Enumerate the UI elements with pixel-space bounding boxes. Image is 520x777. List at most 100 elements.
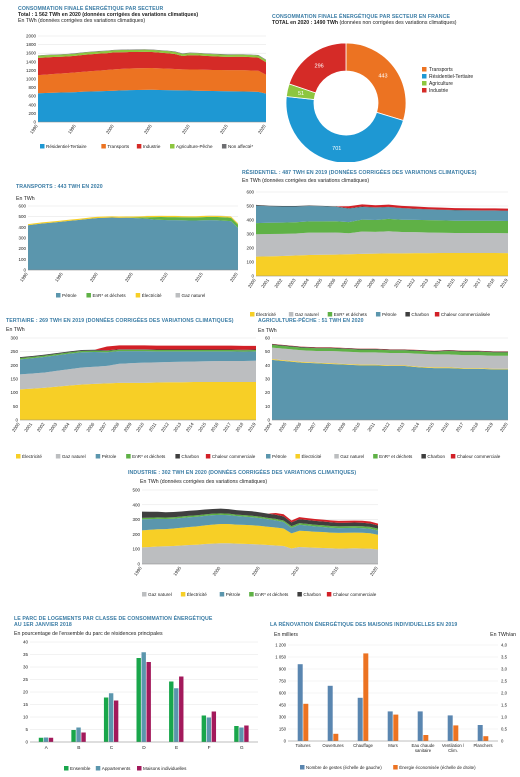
x-tick-label: 1990	[133, 565, 143, 576]
panel-transports: TRANSPORTS : 443 TWh EN 2020 En TWh 0 100…	[16, 184, 246, 298]
bar-E-1	[174, 688, 179, 742]
bar-energie	[303, 703, 309, 741]
x-tick-label: Ouvertures	[322, 743, 343, 748]
legend-label: Chaleur commerciale	[457, 454, 501, 459]
panel-subtitle-total: Total : 1 562 TWh en 2020 (données corri…	[18, 12, 199, 18]
legend-swatch	[142, 592, 147, 597]
area-agriculture-p-che	[38, 49, 266, 63]
bar-gestes	[417, 711, 423, 741]
x-tick-label: 2019	[484, 421, 494, 432]
legend-label: Électricité	[301, 453, 321, 459]
x-tick-label: 2007	[307, 421, 317, 432]
x-tick-label: 2007	[98, 421, 108, 432]
bar-F-1	[206, 717, 212, 742]
x-tick-label: 2015	[330, 565, 340, 576]
panel-title: LA RÉNOVATION ÉNERGÉTIQUE DES MAISONS IN…	[270, 622, 458, 628]
area-charbon	[142, 508, 378, 529]
x-tick-label: 2002	[36, 421, 46, 432]
x-tick-label: 2015	[425, 421, 435, 432]
y-tick-label-right: 0,5	[501, 727, 508, 732]
panel-title: RÉSIDENTIEL : 487 TWh EN 2019 (DONNÉES C…	[242, 170, 477, 176]
x-tick-label: 2019	[499, 277, 509, 288]
area-chaleur-commerciale	[142, 508, 378, 526]
pie-slice-transports	[345, 42, 407, 122]
y-tick-label: 40	[23, 640, 29, 645]
panel-title: TERTIAIRE : 269 TWh EN 2019 (DONNÉES COR…	[6, 318, 234, 324]
y-tick-label: 200	[18, 246, 26, 251]
bar-gestes	[357, 697, 363, 741]
x-tick-label: 2005	[124, 271, 134, 282]
legend-swatch	[95, 766, 101, 771]
legend-swatch	[434, 312, 440, 317]
x-tick-label: 2012	[160, 421, 170, 432]
x-tick-label: Eau chaude	[412, 743, 436, 748]
legend-swatch	[175, 454, 180, 459]
legend-label: Électricité	[22, 453, 42, 459]
panel-subtitle: TOTAL en 2020 : 1490 TWh (données non co…	[272, 20, 457, 26]
legend-swatch	[126, 454, 131, 459]
bar-gestes	[387, 711, 393, 741]
bar-C-2	[113, 700, 119, 742]
legend-swatch	[95, 454, 101, 459]
y-tick-label: 250	[10, 349, 18, 354]
y-tick-label-left: 1 200	[275, 643, 286, 648]
x-tick-label: 2001	[260, 277, 270, 288]
area-p-trole	[28, 217, 238, 270]
panel-title: CONSOMMATION FINALE ÉNERGÉTIQUE PAR SECT…	[272, 14, 451, 20]
legend-label: Électricité	[187, 591, 207, 597]
area-r-sidentiel-tertiaire	[38, 89, 266, 122]
legend-label: Pétrole	[382, 312, 397, 317]
bar-gestes	[327, 685, 333, 741]
legend-label: Charbon	[427, 454, 445, 459]
legend-label: Industrie	[143, 144, 161, 149]
x-tick-label: 2010	[181, 123, 191, 134]
area--lectricit-	[256, 253, 508, 276]
y-tick-label: 1400	[26, 59, 37, 64]
x-tick-label: 1995	[54, 271, 64, 282]
y-tick-label: 100	[10, 390, 18, 395]
x-tick-label: D	[142, 745, 146, 751]
x-tick-label: 2000	[212, 565, 222, 576]
pie-slice-label: 296	[315, 64, 324, 70]
panel-subtitle-unit: En TWh (données corrigées des variations…	[18, 18, 146, 24]
y-tick-label: 1000	[26, 77, 37, 82]
legend-swatch	[422, 74, 427, 79]
x-tick-label: 2020	[229, 271, 239, 282]
legend-label: Gaz naturel	[62, 454, 86, 459]
y-tick-label-left: 0	[284, 739, 287, 744]
bar-D-0	[136, 658, 141, 742]
chart-industrie: 0 100 200 300 400 500 1990 1995 2000 2005 2010 2015…	[132, 488, 379, 598]
legend-label: Charbon	[411, 312, 429, 317]
x-tick-label: 2006	[327, 277, 337, 288]
legend-label: Pétrole	[62, 293, 77, 298]
legend-swatch	[295, 454, 300, 459]
y-tick-label: 0	[251, 274, 254, 279]
y-tick-label: 0	[267, 418, 270, 423]
legend-label: Résidentiel-Tertiaire	[429, 74, 473, 80]
legend-swatch	[422, 67, 427, 72]
x-tick-label: 2015	[194, 271, 204, 282]
x-tick-label: Toitures	[295, 743, 310, 748]
y-tick-label: 20	[23, 690, 29, 695]
y-tick-label: 800	[28, 85, 36, 90]
bar-A-2	[48, 737, 54, 742]
y-tick-label-left: 900	[279, 667, 287, 672]
y-tick-label: 300	[18, 236, 26, 241]
panel-residentiel: RÉSIDENTIEL : 487 TWh EN 2019 (DONNÉES C…	[242, 170, 514, 320]
bar-G-1	[239, 727, 244, 742]
panel-title: LE PARC DE LOGEMENTS PAR CLASSE DE CONSO…	[14, 616, 213, 622]
chart-sector-area: 0 200 400 600 800 1000 1200 1400 1600 1800 2000 199…	[26, 34, 267, 150]
legend-swatch	[221, 144, 227, 149]
x-tick-label: 2006	[86, 421, 96, 432]
area-enr-et-d-chets	[142, 513, 378, 531]
chart-agriculture: 0 10 20 30 40 50 60 2004 2005 2006 2007 2008 2009 201…	[263, 336, 509, 460]
x-tick-label: 2010	[135, 421, 145, 432]
x-tick-label: 2004	[61, 421, 71, 432]
legend-swatch	[250, 312, 255, 317]
y-tick-label: 60	[265, 336, 271, 341]
x-tick-label: 2011	[366, 421, 376, 432]
legend-swatch	[249, 592, 254, 597]
y-tick-label: 50	[265, 349, 271, 354]
